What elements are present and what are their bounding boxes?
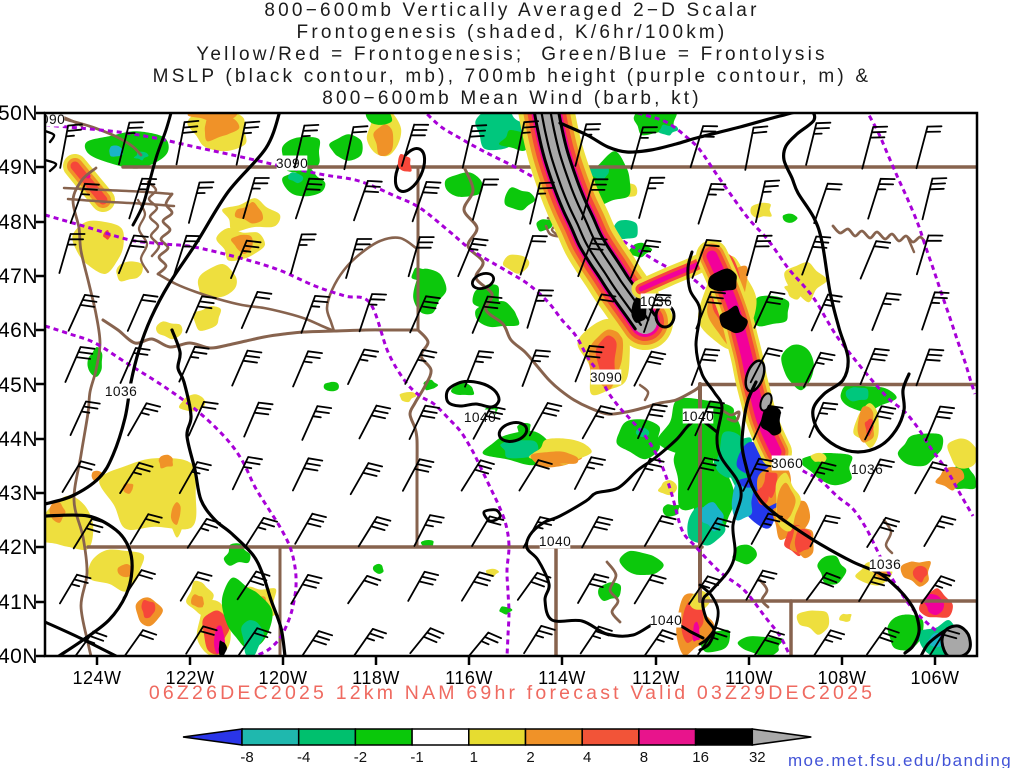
svg-text:112W: 112W (632, 668, 680, 688)
svg-text:106W: 106W (910, 668, 959, 688)
svg-text:32: 32 (749, 749, 766, 766)
svg-text:46N: 46N (0, 319, 38, 342)
svg-text:4: 4 (583, 749, 591, 766)
svg-text:3090: 3090 (590, 370, 622, 385)
svg-text:118W: 118W (352, 668, 400, 688)
svg-text:Frontogenesis (shaded, K/6hr/1: Frontogenesis (shaded, K/6hr/100km) (297, 22, 728, 43)
svg-text:3090: 3090 (33, 112, 65, 127)
svg-text:1036: 1036 (869, 557, 901, 572)
svg-text:124W: 124W (72, 668, 121, 688)
svg-text:3090: 3090 (276, 156, 308, 171)
svg-text:1036: 1036 (105, 384, 137, 399)
svg-text:40N: 40N (0, 645, 38, 668)
svg-text:116W: 116W (445, 668, 493, 688)
svg-text:2: 2 (526, 749, 534, 766)
svg-text:108W: 108W (817, 668, 866, 688)
svg-text:1036: 1036 (640, 294, 672, 309)
svg-text:Yellow/Red = Frontogenesis; G: Yellow/Red = Frontogenesis; Green/Blue =… (196, 44, 827, 65)
svg-text:49N: 49N (0, 156, 38, 179)
svg-text:06Z26DEC2025 12km NAM 69hr for: 06Z26DEC2025 12km NAM 69hr forecast Vali… (149, 682, 875, 704)
svg-text:122W: 122W (165, 668, 214, 688)
svg-text:44N: 44N (0, 428, 38, 451)
svg-text:-1: -1 (410, 749, 423, 766)
svg-text:16: 16 (692, 749, 709, 766)
svg-text:moe.met.fsu.edu/banding: moe.met.fsu.edu/banding (788, 751, 1012, 768)
svg-text:48N: 48N (0, 211, 38, 234)
svg-text:800−600mb Vertically Averaged: 800−600mb Vertically Averaged 2−D Scalar (264, 0, 759, 21)
svg-text:8: 8 (640, 749, 648, 766)
svg-text:120W: 120W (258, 668, 307, 688)
svg-text:800−600mb Mean Wind (barb, kt): 800−600mb Mean Wind (barb, kt) (322, 88, 702, 109)
svg-text:114W: 114W (538, 668, 586, 688)
svg-text:41N: 41N (0, 591, 38, 614)
svg-text:45N: 45N (0, 374, 38, 397)
svg-text:-2: -2 (354, 749, 367, 766)
svg-text:1: 1 (470, 749, 478, 766)
svg-text:110W: 110W (725, 668, 773, 688)
svg-text:1040: 1040 (650, 613, 682, 628)
svg-text:MSLP (black contour, mb), 700m: MSLP (black contour, mb), 700mb height (… (153, 66, 872, 87)
svg-text:-4: -4 (297, 749, 310, 766)
svg-text:3060: 3060 (771, 456, 803, 471)
svg-text:42N: 42N (0, 536, 38, 559)
svg-text:-8: -8 (240, 749, 253, 766)
svg-text:1036: 1036 (851, 462, 883, 477)
svg-text:1040: 1040 (539, 534, 571, 549)
svg-text:47N: 47N (0, 265, 38, 288)
svg-text:43N: 43N (0, 482, 38, 505)
svg-text:50N: 50N (0, 102, 38, 125)
